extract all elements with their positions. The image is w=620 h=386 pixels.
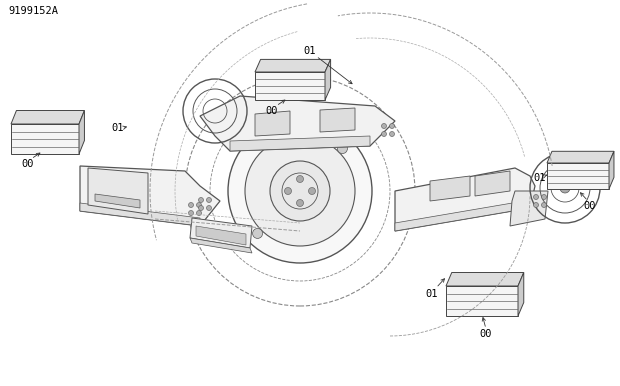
Text: 01: 01 [426, 289, 438, 299]
Polygon shape [230, 136, 370, 151]
Circle shape [296, 176, 304, 183]
Polygon shape [11, 110, 84, 124]
Polygon shape [255, 72, 325, 100]
Polygon shape [79, 110, 84, 154]
Polygon shape [190, 238, 252, 253]
Circle shape [560, 183, 570, 193]
Circle shape [270, 161, 330, 221]
Circle shape [198, 198, 203, 203]
Polygon shape [80, 166, 220, 226]
Circle shape [389, 132, 394, 137]
Polygon shape [320, 108, 355, 132]
Circle shape [197, 203, 202, 208]
Circle shape [285, 188, 291, 195]
Text: 01: 01 [304, 46, 316, 56]
Text: 00: 00 [22, 159, 34, 169]
Circle shape [533, 203, 539, 208]
Circle shape [389, 124, 394, 129]
Polygon shape [446, 273, 524, 286]
Circle shape [206, 198, 211, 203]
Polygon shape [395, 168, 535, 231]
Circle shape [309, 188, 316, 195]
Text: 00: 00 [480, 329, 492, 339]
Circle shape [252, 229, 263, 239]
Circle shape [228, 119, 372, 263]
Polygon shape [518, 273, 524, 316]
Polygon shape [475, 171, 510, 196]
Circle shape [188, 210, 193, 215]
Polygon shape [325, 59, 330, 100]
Text: 01: 01 [534, 173, 546, 183]
Circle shape [381, 132, 386, 137]
Circle shape [541, 203, 546, 208]
Polygon shape [196, 226, 246, 245]
Circle shape [296, 200, 304, 207]
Circle shape [381, 124, 386, 129]
Polygon shape [395, 200, 530, 231]
Text: 00: 00 [584, 201, 596, 211]
Text: 9199152A: 9199152A [8, 6, 58, 16]
Text: 01: 01 [112, 123, 124, 133]
Polygon shape [80, 203, 200, 226]
Polygon shape [200, 96, 395, 151]
Polygon shape [547, 151, 614, 163]
Polygon shape [510, 191, 548, 226]
Polygon shape [88, 168, 148, 214]
Text: 00: 00 [266, 106, 278, 116]
Circle shape [198, 205, 203, 210]
Circle shape [337, 144, 347, 154]
Polygon shape [609, 151, 614, 189]
Polygon shape [446, 286, 518, 316]
Polygon shape [430, 176, 470, 201]
Circle shape [533, 195, 539, 200]
Polygon shape [255, 111, 290, 136]
Polygon shape [255, 59, 330, 72]
Polygon shape [11, 124, 79, 154]
Circle shape [245, 136, 355, 246]
Polygon shape [95, 194, 140, 208]
Polygon shape [547, 163, 609, 189]
Circle shape [541, 195, 546, 200]
Circle shape [197, 210, 202, 215]
Circle shape [206, 205, 211, 210]
Circle shape [188, 203, 193, 208]
Polygon shape [190, 218, 252, 248]
